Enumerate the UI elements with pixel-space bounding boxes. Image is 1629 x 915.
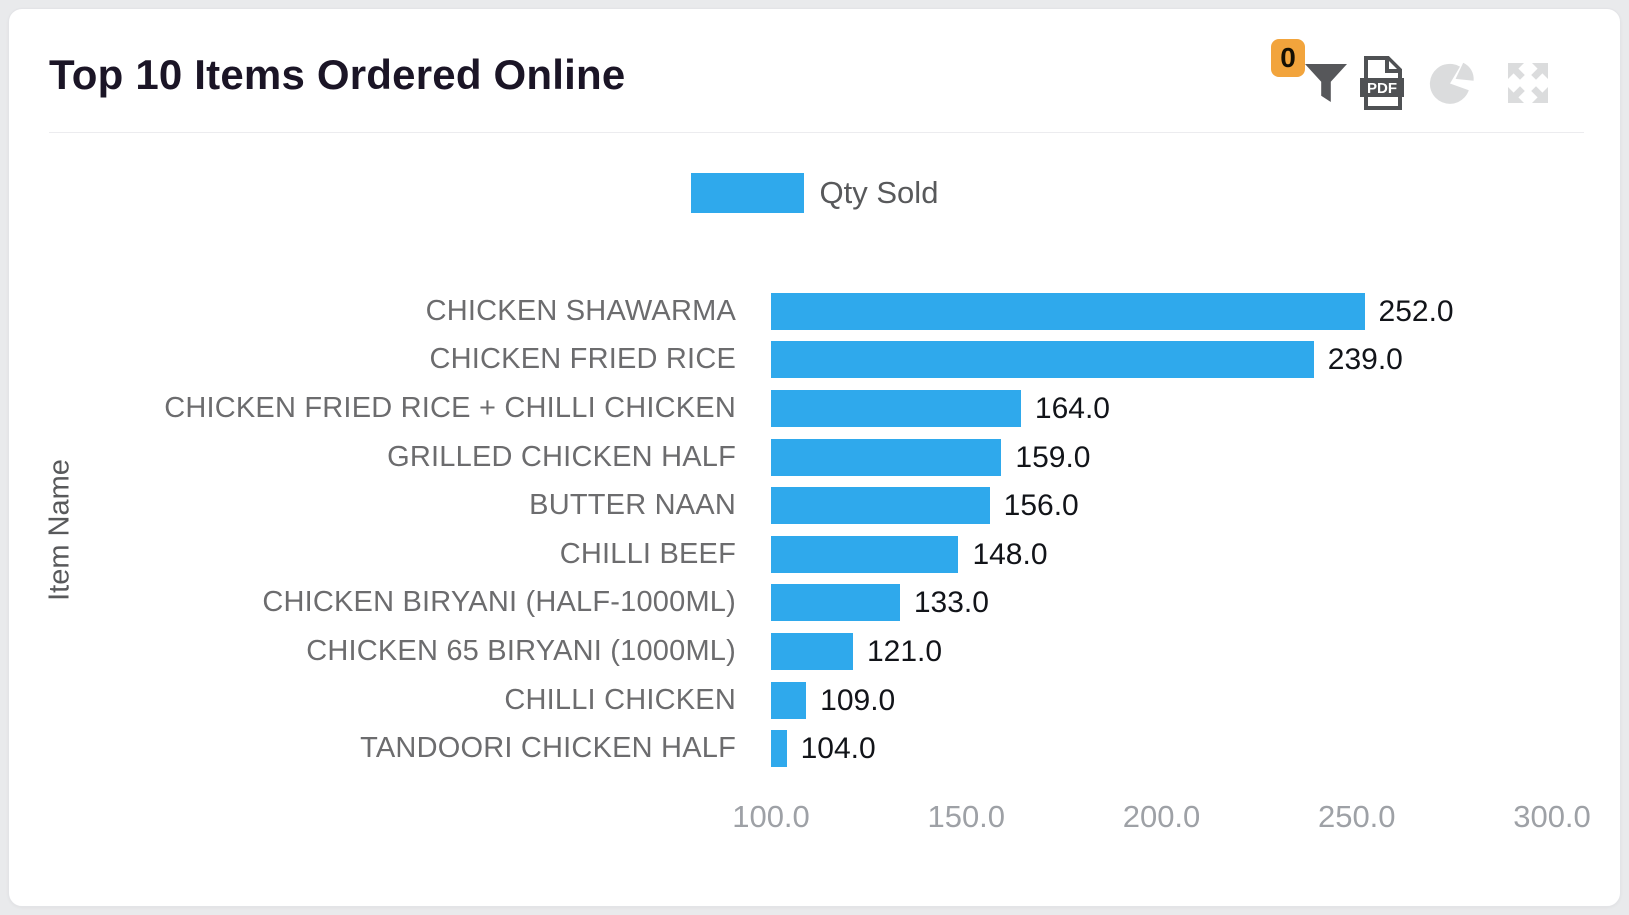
page-title: Top 10 Items Ordered Online <box>49 51 626 98</box>
bar-value-label: 239.0 <box>1327 343 1403 377</box>
bar-track: 156.0 <box>771 487 1552 525</box>
chart-row: CHICKEN 65 BIRYANI (1000ML) 121.0 <box>49 627 1552 676</box>
filter-count-badge: 0 <box>1271 39 1305 77</box>
category-label: BUTTER NAAN <box>529 489 736 522</box>
bar-value-label: 164.0 <box>1034 391 1110 425</box>
legend-label: Qty Sold <box>819 175 939 210</box>
chart-row: CHICKEN FRIED RICE + CHILLI CHICKEN 164.… <box>49 384 1552 433</box>
bar[interactable] <box>771 632 853 670</box>
chart-row: CHICKEN SHAWARMA 252.0 <box>49 287 1552 336</box>
header-divider <box>49 132 1584 133</box>
bar-value-label: 252.0 <box>1378 294 1454 328</box>
x-axis: 100.0 150.0 200.0 250.0 300.0 <box>732 799 1591 843</box>
bar-track: 133.0 <box>771 584 1552 622</box>
chart-row: GRILLED CHICKEN HALF 159.0 <box>49 433 1552 482</box>
category-label: CHICKEN FRIED RICE <box>429 343 736 376</box>
bar[interactable] <box>771 438 1002 476</box>
bar[interactable] <box>771 730 787 768</box>
bar-value-label: 121.0 <box>867 634 943 668</box>
chart-row: BUTTER NAAN 156.0 <box>49 481 1552 530</box>
chart-card: Top 10 Items Ordered Online 0 PDF <box>8 8 1621 907</box>
pdf-export-icon: PDF <box>1358 56 1406 110</box>
pdf-export-button[interactable]: PDF <box>1358 56 1406 110</box>
bar[interactable] <box>771 389 1021 427</box>
svg-text:PDF: PDF <box>1367 80 1397 97</box>
x-axis-tick: 200.0 <box>1122 799 1201 834</box>
chart-row: CHICKEN FRIED RICE 239.0 <box>49 336 1552 385</box>
category-label: CHICKEN BIRYANI (HALF-1000ML) <box>262 586 736 619</box>
category-label: CHICKEN 65 BIRYANI (1000ML) <box>306 634 736 667</box>
bar-value-label: 159.0 <box>1015 440 1091 474</box>
bar-value-label: 156.0 <box>1003 489 1079 523</box>
x-axis-tick: 100.0 <box>732 799 810 834</box>
bar-track: 109.0 <box>771 681 1552 719</box>
bar-track: 104.0 <box>771 730 1552 768</box>
bar-value-label: 148.0 <box>972 537 1048 571</box>
category-label: GRILLED CHICKEN HALF <box>387 440 736 473</box>
fullscreen-icon <box>1504 58 1552 108</box>
x-axis-tick: 150.0 <box>927 799 1006 834</box>
bar[interactable] <box>771 487 990 525</box>
legend-item-qty-sold[interactable]: Qty Sold <box>9 173 1620 213</box>
filter-icon <box>1301 59 1351 107</box>
category-label: CHICKEN FRIED RICE + CHILLI CHICKEN <box>164 391 736 424</box>
bar-value-label: 109.0 <box>820 683 896 717</box>
bar-track: 239.0 <box>771 341 1552 379</box>
chart-row: CHILLI BEEF 148.0 <box>49 530 1552 579</box>
bar-track: 164.0 <box>771 389 1552 427</box>
fullscreen-button[interactable] <box>1504 58 1552 108</box>
pie-chart-toggle-button[interactable] <box>1428 54 1480 111</box>
legend-swatch <box>690 173 804 213</box>
x-axis-tick: 300.0 <box>1513 799 1591 834</box>
category-label: CHILLI BEEF <box>559 537 736 570</box>
chart-row: TANDOORI CHICKEN HALF 104.0 <box>49 724 1552 773</box>
bar-value-label: 133.0 <box>913 586 989 620</box>
category-label: TANDOORI CHICKEN HALF <box>360 732 736 765</box>
bar[interactable] <box>771 535 959 573</box>
pie-chart-icon <box>1428 54 1480 111</box>
bar-track: 121.0 <box>771 632 1552 670</box>
bar-track: 252.0 <box>771 292 1552 330</box>
bar[interactable] <box>771 584 900 622</box>
chart-rows: CHICKEN SHAWARMA 252.0 CHICKEN FRIED RIC… <box>49 287 1552 773</box>
bar-track: 148.0 <box>771 535 1552 573</box>
bar[interactable] <box>771 341 1314 379</box>
bar[interactable] <box>771 681 807 719</box>
category-label: CHICKEN SHAWARMA <box>425 294 736 327</box>
bar[interactable] <box>771 292 1365 330</box>
chart-row: CHILLI CHICKEN 109.0 <box>49 676 1552 725</box>
category-label: CHILLI CHICKEN <box>504 683 736 716</box>
filter-button[interactable] <box>1301 59 1351 107</box>
x-axis-tick: 250.0 <box>1317 799 1396 834</box>
chart-row: CHICKEN BIRYANI (HALF-1000ML) 133.0 <box>49 579 1552 628</box>
bar-track: 159.0 <box>771 438 1552 476</box>
bar-value-label: 104.0 <box>800 732 876 766</box>
